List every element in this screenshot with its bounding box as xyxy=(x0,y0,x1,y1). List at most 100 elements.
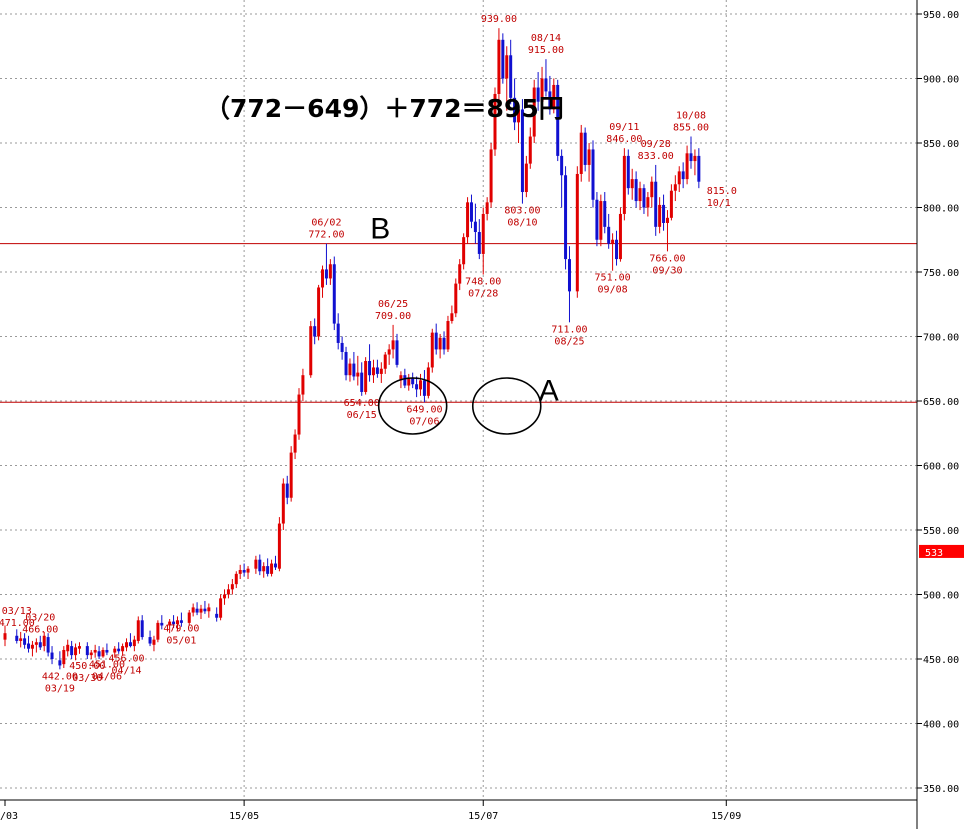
candle xyxy=(19,631,23,648)
candle-body xyxy=(658,204,662,227)
candle-body xyxy=(677,171,681,185)
candle-body xyxy=(618,213,622,260)
candle-body xyxy=(544,78,548,92)
candle-body xyxy=(564,175,568,260)
candle xyxy=(591,140,595,208)
y-tick-label: 900.00 xyxy=(923,75,959,86)
candle xyxy=(230,579,234,595)
candle xyxy=(38,635,42,650)
x-tick-label: 15/07 xyxy=(468,811,498,822)
candle xyxy=(219,594,223,621)
candle xyxy=(407,373,411,391)
candle-body xyxy=(399,375,403,381)
candle-body xyxy=(191,607,195,613)
candle-body xyxy=(160,622,164,626)
candle xyxy=(458,259,462,291)
candle-body xyxy=(3,633,7,640)
candle-body xyxy=(207,607,211,612)
candle-body xyxy=(293,434,297,453)
candle-body xyxy=(128,642,132,647)
annotation-value: 803.00 xyxy=(504,206,540,217)
candle xyxy=(297,388,301,440)
candle xyxy=(285,475,289,505)
candle-body xyxy=(669,190,673,218)
annotation-date: 05/01 xyxy=(166,636,196,647)
candle-body xyxy=(156,622,160,640)
candle-body xyxy=(70,646,74,656)
candle-body xyxy=(234,573,238,585)
candle-body xyxy=(567,259,571,292)
annotation-value: 711.00 xyxy=(551,324,587,335)
candle xyxy=(179,612,183,627)
candle-body xyxy=(556,84,560,156)
annotation-value: 471.00 xyxy=(0,618,35,629)
candle xyxy=(528,127,532,169)
annotation-value: 855.00 xyxy=(673,123,709,134)
candle xyxy=(454,278,458,318)
candle xyxy=(113,646,117,658)
candle-body xyxy=(591,149,595,200)
candle-body xyxy=(595,199,599,240)
candle-body xyxy=(552,84,556,110)
candle xyxy=(415,376,419,398)
candle-body xyxy=(226,589,230,595)
candle xyxy=(317,284,321,341)
candle xyxy=(203,600,207,614)
candle-body xyxy=(501,39,505,79)
candle-body xyxy=(258,559,262,572)
candle-body xyxy=(46,637,50,653)
candle xyxy=(336,313,340,350)
candle-body xyxy=(348,363,352,376)
candle-body xyxy=(136,620,140,641)
candle xyxy=(493,87,497,156)
candle-body xyxy=(497,39,501,94)
candle-body xyxy=(368,361,372,376)
candle-body xyxy=(697,155,701,182)
candle-body xyxy=(74,647,78,656)
candle-body xyxy=(117,648,121,652)
candle xyxy=(262,562,266,578)
annotation-value: 709.00 xyxy=(375,311,411,322)
annotation-value: 772.00 xyxy=(308,230,344,241)
candle xyxy=(148,630,152,647)
candle xyxy=(152,635,156,652)
candle-body xyxy=(242,569,246,573)
x-tick-label: 15/05 xyxy=(229,811,259,822)
candle xyxy=(101,647,105,658)
candle xyxy=(309,321,313,378)
candle-body xyxy=(281,483,285,524)
candle-body xyxy=(203,608,207,612)
candle xyxy=(93,644,97,658)
candle-body xyxy=(19,638,23,641)
candle xyxy=(344,346,348,381)
candle-body xyxy=(575,173,579,292)
candle xyxy=(638,181,642,211)
marker-a: A xyxy=(539,374,559,407)
candle xyxy=(556,79,560,162)
candle xyxy=(105,643,109,656)
candle xyxy=(140,615,144,640)
candle xyxy=(391,324,395,359)
candle-body xyxy=(422,380,426,396)
candle xyxy=(434,323,438,355)
candle xyxy=(277,517,281,572)
candle xyxy=(352,351,356,381)
annotation-date: 06/02 xyxy=(311,218,341,229)
candle-body xyxy=(238,569,242,574)
candle xyxy=(411,372,415,389)
candle-body xyxy=(113,648,117,653)
annotation-date: 09/28 xyxy=(641,139,671,150)
horizontal-price-lines xyxy=(0,243,917,403)
candle xyxy=(658,197,662,234)
candle-body xyxy=(603,201,607,227)
candle xyxy=(324,243,328,285)
candle-body xyxy=(383,354,387,369)
candle-body xyxy=(172,621,176,625)
candle-body xyxy=(391,340,395,350)
candle xyxy=(156,620,160,643)
y-tick-label: 400.00 xyxy=(923,720,959,731)
candle xyxy=(254,555,258,574)
candle xyxy=(607,213,611,249)
candle-body xyxy=(187,612,191,623)
